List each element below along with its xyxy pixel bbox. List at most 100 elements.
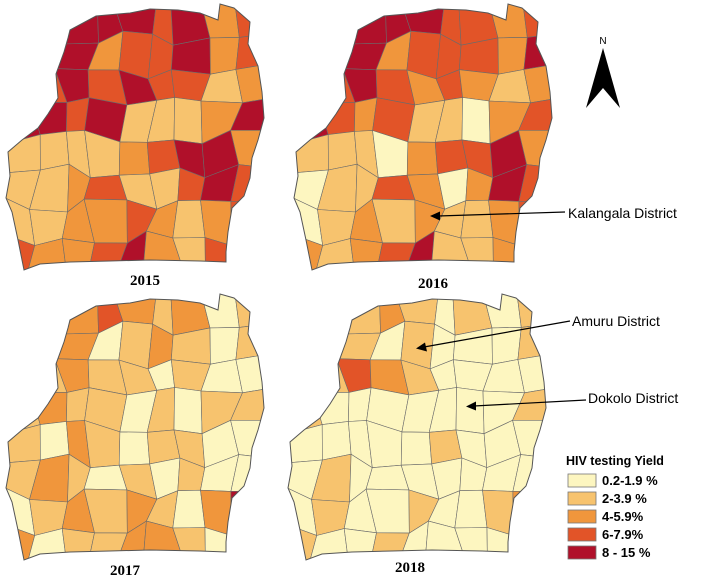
district: [400, 431, 433, 466]
district: [28, 36, 65, 69]
country-outline: [293, 3, 553, 271]
district: [512, 534, 546, 560]
legend-swatch: [567, 491, 597, 506]
district: [172, 489, 206, 529]
district: [88, 532, 128, 560]
district: [316, 36, 353, 69]
district: [321, 421, 352, 461]
district: [522, 4, 552, 38]
north-arrow-icon: N: [586, 36, 620, 108]
district-cells: [6, 4, 264, 270]
annotation-kalangala-label: Kalangala District: [568, 205, 677, 221]
district: [6, 36, 33, 73]
district: [61, 238, 95, 270]
district: [118, 431, 151, 466]
district: [406, 141, 439, 176]
map-2017: [5, 293, 265, 561]
north-label: N: [599, 36, 606, 47]
district: [455, 387, 485, 435]
district-cells: [288, 294, 546, 560]
district: [6, 67, 32, 103]
year-label-2016: 2016: [418, 276, 449, 292]
country-outline: [5, 293, 265, 561]
country-outline: [5, 3, 265, 271]
district: [491, 327, 522, 365]
legend-swatch: [567, 509, 597, 524]
country-outline: [287, 293, 547, 561]
district: [294, 67, 320, 103]
district: [230, 490, 264, 536]
district: [310, 326, 347, 359]
district: [235, 354, 264, 394]
annotation-dokolo-label: Dokolo District: [588, 390, 678, 406]
annotation-kalangala: Kalangala District: [430, 205, 677, 221]
district: [349, 238, 383, 270]
district: [39, 421, 70, 461]
district: [516, 294, 546, 328]
district: [209, 327, 240, 365]
district: [454, 489, 488, 529]
district: [6, 357, 32, 393]
district: [343, 528, 377, 560]
district: [523, 33, 552, 70]
district: [61, 528, 95, 560]
district: [370, 532, 410, 560]
district: [319, 4, 358, 45]
district: [230, 98, 264, 131]
district: [294, 36, 321, 73]
annotation-amuru-label: Amuru District: [572, 313, 660, 329]
district: [230, 388, 264, 421]
district: [518, 200, 552, 246]
district: [288, 326, 315, 363]
district: [28, 326, 65, 359]
district-cells: [6, 294, 264, 560]
district: [230, 200, 264, 246]
district: [172, 199, 206, 239]
district: [461, 97, 491, 145]
annotation-amuru: Amuru District: [416, 313, 660, 352]
district: [288, 357, 314, 393]
district-cells: [294, 4, 552, 270]
district: [288, 294, 320, 335]
year-label-2018: 2018: [395, 560, 425, 576]
district: [173, 97, 203, 145]
district: [173, 387, 203, 435]
legend-label: 4-5.9%: [602, 509, 644, 524]
legend-label: 2-3.9 %: [602, 491, 647, 506]
district: [234, 4, 264, 38]
district: [235, 33, 264, 70]
district: [118, 141, 151, 176]
district: [523, 64, 552, 104]
district: [235, 64, 264, 104]
legend-label: 0.2-1.9 %: [602, 473, 658, 488]
district: [518, 244, 552, 270]
district: [39, 131, 70, 171]
district: [88, 242, 128, 270]
district: [6, 4, 38, 45]
district: [294, 4, 326, 45]
district: [376, 242, 416, 270]
legend-title: HIV testing Yield: [566, 454, 664, 468]
district: [497, 37, 528, 75]
year-label-2015: 2015: [130, 273, 160, 289]
district: [6, 326, 33, 363]
district: [313, 294, 352, 335]
legend: HIV testing Yield 0.2-1.9 % 2-3.9 % 4-5.9%…: [566, 454, 664, 560]
district: [460, 199, 494, 239]
legend-label: 6-7.9%: [602, 527, 644, 542]
map-2018: [287, 293, 547, 561]
map-2016: [293, 3, 553, 271]
district: [518, 98, 552, 131]
district: [31, 294, 70, 335]
district: [327, 131, 358, 171]
legend-swatch: [567, 473, 597, 488]
district: [235, 323, 264, 360]
district: [234, 294, 264, 328]
district: [230, 244, 264, 270]
annotation-dokolo: Dokolo District: [466, 390, 678, 411]
year-label-2017: 2017: [110, 563, 141, 579]
district: [512, 490, 546, 536]
map-2015: [5, 3, 265, 271]
legend-label: 8 - 15 %: [602, 545, 651, 560]
